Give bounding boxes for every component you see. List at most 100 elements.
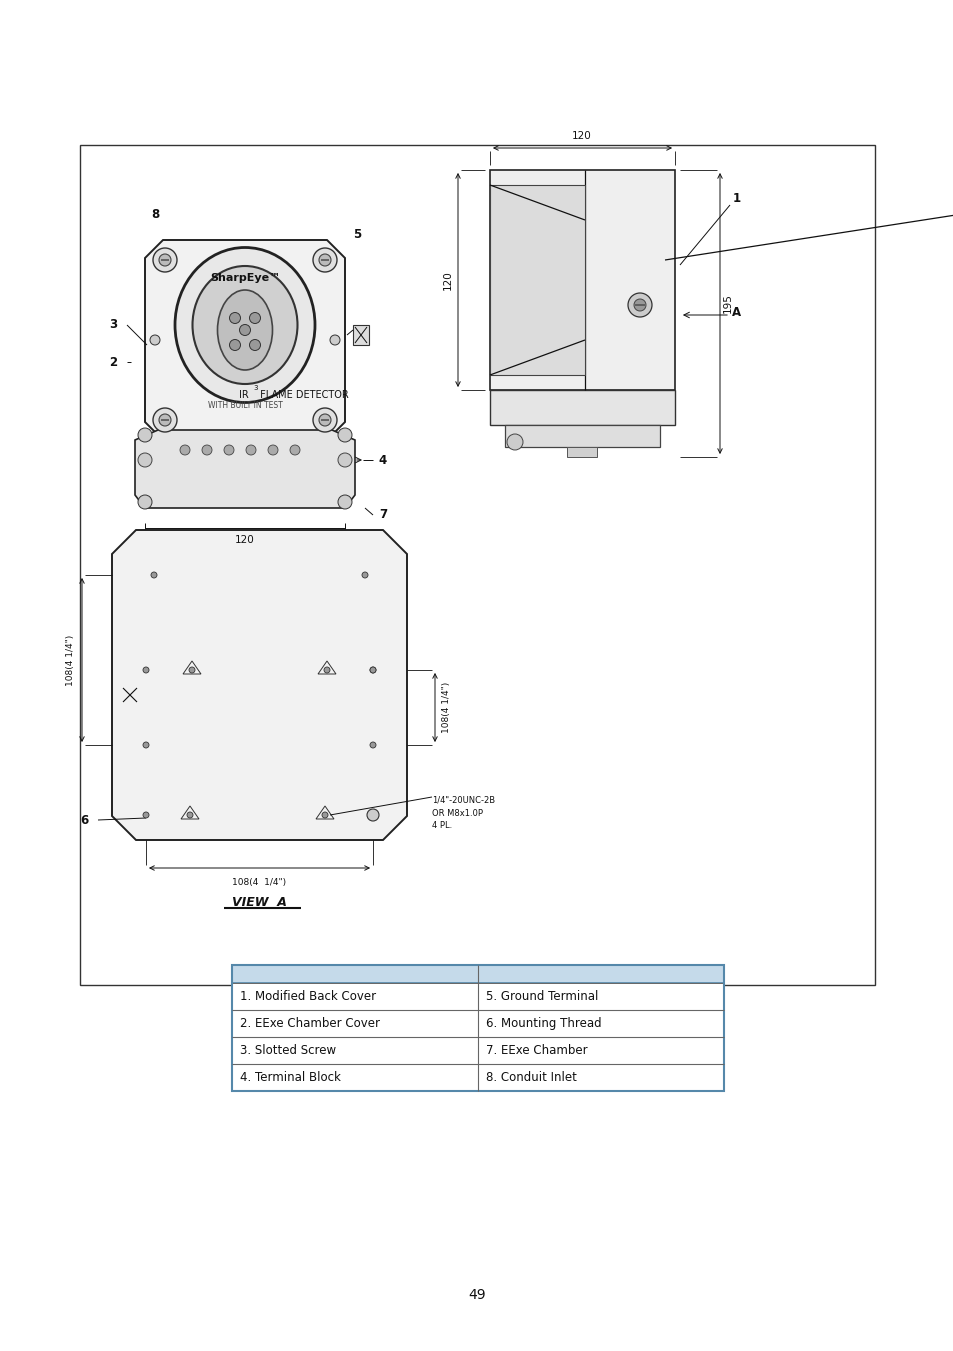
Polygon shape — [112, 530, 407, 840]
Polygon shape — [145, 240, 345, 440]
Circle shape — [367, 809, 378, 821]
Circle shape — [230, 312, 240, 323]
Circle shape — [138, 428, 152, 442]
Circle shape — [143, 667, 149, 673]
Circle shape — [290, 444, 299, 455]
Bar — [360, 571, 370, 580]
Bar — [232, 1038, 723, 1065]
Text: 5. Ground Terminal: 5. Ground Terminal — [485, 990, 598, 1002]
Bar — [142, 666, 151, 676]
Text: 6: 6 — [80, 813, 88, 827]
Text: 120: 120 — [442, 270, 453, 290]
Text: 2: 2 — [109, 355, 117, 369]
Bar — [232, 984, 723, 1011]
Circle shape — [180, 444, 190, 455]
Text: 7: 7 — [378, 508, 387, 521]
Circle shape — [370, 667, 375, 673]
Circle shape — [150, 335, 160, 345]
Text: 7. EExe Chamber: 7. EExe Chamber — [485, 1044, 587, 1056]
Ellipse shape — [174, 247, 314, 403]
Ellipse shape — [217, 290, 273, 370]
Circle shape — [250, 312, 260, 323]
Text: 8. Conduit Inlet: 8. Conduit Inlet — [485, 1071, 577, 1084]
Text: 6. Mounting Thread: 6. Mounting Thread — [485, 1017, 601, 1029]
Circle shape — [143, 742, 149, 748]
Bar — [490, 170, 675, 390]
Circle shape — [189, 667, 194, 673]
Circle shape — [187, 812, 193, 817]
Circle shape — [143, 812, 149, 817]
Text: 4. Terminal Block: 4. Terminal Block — [240, 1071, 340, 1084]
Text: 1: 1 — [732, 192, 740, 204]
Circle shape — [246, 444, 255, 455]
Circle shape — [370, 667, 375, 673]
Bar — [198, 442, 215, 476]
Circle shape — [152, 408, 177, 432]
Text: 4 PL.: 4 PL. — [432, 821, 452, 831]
Circle shape — [239, 324, 251, 335]
Text: SharpEye™: SharpEye™ — [210, 273, 280, 282]
Circle shape — [152, 249, 177, 272]
Circle shape — [324, 667, 330, 673]
Circle shape — [138, 494, 152, 509]
Circle shape — [230, 339, 240, 350]
Circle shape — [224, 444, 233, 455]
Text: 3: 3 — [253, 385, 257, 390]
Circle shape — [151, 571, 157, 578]
Circle shape — [268, 444, 277, 455]
Bar — [165, 438, 325, 484]
Text: 3. Slotted Screw: 3. Slotted Screw — [240, 1044, 335, 1056]
Bar — [286, 442, 304, 476]
Circle shape — [370, 742, 375, 748]
Circle shape — [627, 293, 651, 317]
Text: 2. EExe Chamber Cover: 2. EExe Chamber Cover — [240, 1017, 379, 1029]
Text: 120: 120 — [572, 131, 591, 141]
Circle shape — [330, 335, 339, 345]
Circle shape — [313, 249, 336, 272]
Ellipse shape — [193, 266, 297, 384]
Bar — [175, 442, 193, 476]
Text: OR M8x1.0P: OR M8x1.0P — [432, 808, 482, 817]
Polygon shape — [490, 185, 584, 376]
Text: 108(4 1/4"): 108(4 1/4") — [66, 635, 74, 685]
Text: 108(4 1/4"): 108(4 1/4") — [442, 681, 451, 732]
Circle shape — [159, 413, 171, 426]
Polygon shape — [135, 430, 355, 508]
Bar — [150, 571, 159, 580]
Bar — [232, 965, 723, 1092]
Bar — [232, 1011, 723, 1038]
Bar — [119, 684, 141, 707]
Bar — [242, 442, 260, 476]
Circle shape — [337, 453, 352, 467]
Text: 8: 8 — [151, 208, 159, 222]
Bar — [566, 447, 597, 457]
Text: VIEW  A: VIEW A — [232, 896, 286, 908]
Bar — [232, 965, 723, 984]
Circle shape — [313, 408, 336, 432]
Circle shape — [318, 254, 331, 266]
Circle shape — [159, 254, 171, 266]
Circle shape — [250, 339, 260, 350]
Text: 49: 49 — [468, 1288, 485, 1302]
Bar — [490, 390, 675, 426]
Bar — [369, 740, 377, 750]
Text: WITH BUILT IN TEST: WITH BUILT IN TEST — [208, 401, 282, 411]
Bar — [220, 442, 237, 476]
Text: 5: 5 — [353, 228, 361, 242]
Circle shape — [506, 434, 522, 450]
Text: FLAME DETECTOR: FLAME DETECTOR — [256, 390, 349, 400]
Text: 120: 120 — [234, 535, 254, 544]
Circle shape — [138, 453, 152, 467]
Text: 108(4  1/4"): 108(4 1/4") — [232, 878, 286, 886]
Circle shape — [337, 494, 352, 509]
Text: 4: 4 — [378, 454, 387, 466]
Bar — [353, 326, 369, 345]
Bar — [142, 740, 151, 750]
Text: IR: IR — [238, 390, 252, 400]
Bar — [264, 442, 282, 476]
Text: A: A — [732, 305, 740, 319]
Text: 1/4"-20UNC-2B: 1/4"-20UNC-2B — [432, 796, 495, 804]
Circle shape — [634, 299, 645, 311]
Bar — [504, 426, 659, 447]
Circle shape — [202, 444, 212, 455]
